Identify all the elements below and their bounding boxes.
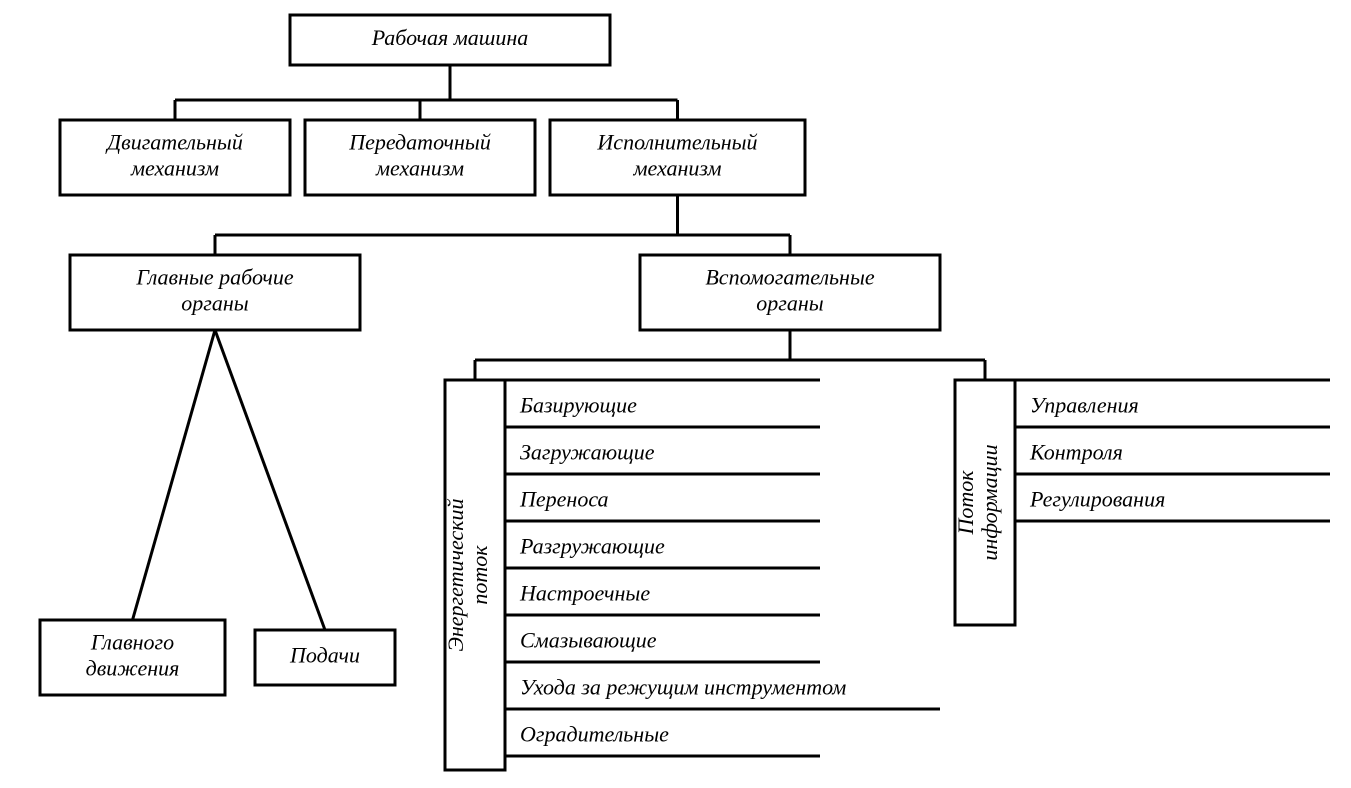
energy-item-7: Оградительные — [520, 721, 669, 746]
info-item-1: Контроля — [1029, 439, 1123, 464]
energy-item-0: Базирующие — [519, 392, 637, 417]
edge-main-move — [133, 330, 216, 620]
energy-item-2: Переноса — [519, 486, 609, 511]
node-trans-line0: Передаточный — [348, 130, 491, 155]
info-item-0: Управления — [1030, 392, 1139, 417]
node-exec-line0: Исполнительный — [596, 130, 757, 155]
node-move-line1: движения — [86, 656, 180, 681]
node-motor-line1: механизм — [130, 156, 219, 181]
info-item-2: Регулирования — [1029, 486, 1165, 511]
energy-item-1: Загружающие — [520, 439, 655, 464]
energy-item-5: Смазывающие — [520, 627, 657, 652]
node-move-line0: Главного — [90, 630, 174, 655]
energy-item-4: Настроечные — [519, 580, 650, 605]
energy-item-6: Ухода за режущим инструментом — [520, 674, 846, 699]
edge-main-feed — [215, 330, 325, 630]
node-root-line0: Рабочая машина — [371, 25, 529, 50]
node-trans-line1: механизм — [375, 156, 464, 181]
node-main-line0: Главные рабочие — [135, 265, 294, 290]
node-main-line1: органы — [181, 291, 248, 316]
node-exec-line1: механизм — [633, 156, 722, 181]
node-aux-line1: органы — [756, 291, 823, 316]
node-motor-line0: Двигательный — [105, 130, 243, 155]
node-feed-line0: Подачи — [289, 643, 360, 668]
node-aux-line0: Вспомогательные — [705, 265, 875, 290]
energy-item-3: Разгружающие — [519, 533, 665, 558]
